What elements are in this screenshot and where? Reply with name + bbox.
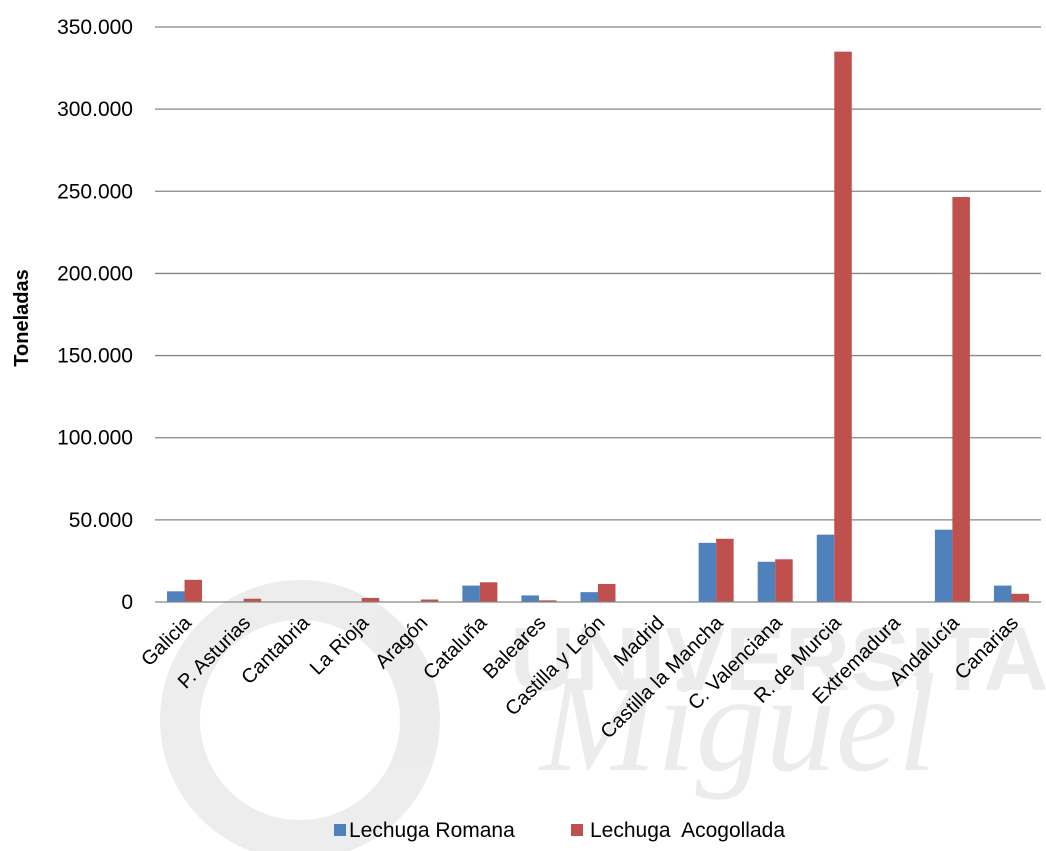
bar	[1011, 593, 1029, 602]
legend-label: Lechuga Romana	[349, 819, 515, 842]
y-axis-ticks: 0 50.000 100.000 150.000 200.000 250.000 300.0…	[57, 16, 133, 614]
bar	[184, 579, 203, 602]
bar	[361, 597, 380, 602]
svg-text:Miguel: Miguel	[538, 646, 937, 801]
bar	[462, 585, 480, 602]
bar	[757, 561, 776, 602]
universitas-miguel-watermark: Miguel UNIVERSITAS	[160, 580, 1046, 851]
bar	[243, 598, 262, 602]
bar	[580, 592, 598, 602]
bar	[993, 585, 1012, 602]
y-tick-label: 300.000	[57, 98, 133, 121]
legend-swatch	[334, 824, 346, 836]
bar	[420, 599, 439, 602]
y-tick-label: 150.000	[57, 345, 133, 368]
y-tick-label: 250.000	[57, 180, 133, 203]
bar	[816, 534, 835, 602]
bar	[598, 583, 616, 602]
legend-label: Lechuga Acogollada	[590, 819, 785, 842]
bar	[775, 559, 793, 602]
bar	[952, 197, 970, 603]
legend: Lechuga Romana Lechuga Acogollada	[334, 819, 785, 842]
bar	[479, 582, 498, 602]
y-tick-label: 0	[121, 591, 133, 614]
gridlines	[155, 26, 1041, 521]
bar	[834, 51, 852, 602]
svg-text:UNIVERSITAS: UNIVERSITAS	[510, 610, 1046, 710]
bar	[521, 595, 539, 602]
legend-swatch	[571, 824, 583, 836]
bar	[167, 591, 185, 602]
y-tick-label: 100.000	[57, 427, 133, 450]
y-tick-label: 350.000	[57, 16, 133, 39]
y-tick-label: 50.000	[69, 509, 133, 532]
bar	[716, 538, 734, 602]
bar	[538, 600, 557, 602]
category-label: Cataluña	[419, 611, 492, 684]
y-tick-label: 200.000	[57, 262, 133, 285]
bars	[167, 51, 1029, 603]
bar	[934, 529, 953, 602]
bar	[698, 542, 717, 602]
y-axis-label: Toneladas	[11, 269, 33, 366]
